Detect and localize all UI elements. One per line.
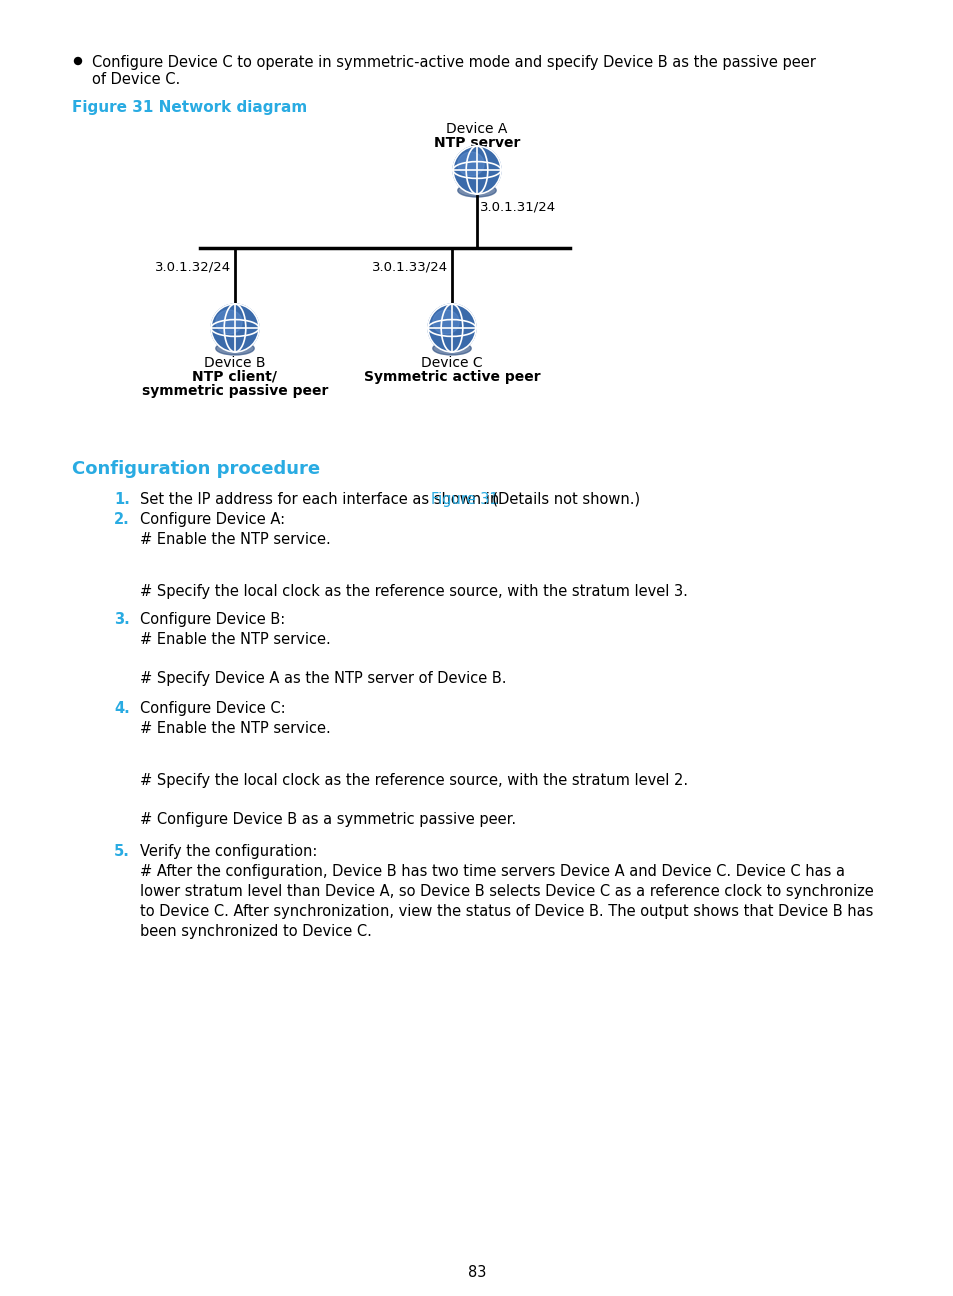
Text: # Specify the local clock as the reference source, with the stratum level 3.: # Specify the local clock as the referen… (140, 584, 687, 599)
Text: Configure Device C:: Configure Device C: (140, 701, 285, 715)
Text: Device A: Device A (446, 122, 507, 136)
Text: # Specify Device A as the NTP server of Device B.: # Specify Device A as the NTP server of … (140, 671, 506, 686)
Text: Set the IP address for each interface as shown in: Set the IP address for each interface as… (140, 492, 503, 507)
Text: 3.0.1.33/24: 3.0.1.33/24 (372, 260, 448, 273)
Text: lower stratum level than Device A, so Device B selects Device C as a reference c: lower stratum level than Device A, so De… (140, 884, 873, 899)
Text: # Enable the NTP service.: # Enable the NTP service. (140, 632, 331, 647)
Ellipse shape (215, 342, 253, 355)
Text: Configuration procedure: Configuration procedure (71, 460, 320, 478)
Text: 3.0.1.31/24: 3.0.1.31/24 (479, 201, 556, 214)
Text: # Specify the local clock as the reference source, with the stratum level 2.: # Specify the local clock as the referen… (140, 772, 687, 788)
Text: 4.: 4. (114, 701, 130, 715)
Circle shape (428, 305, 476, 353)
Text: # Enable the NTP service.: # Enable the NTP service. (140, 531, 331, 547)
Text: 3.0.1.32/24: 3.0.1.32/24 (154, 260, 231, 273)
Text: 2.: 2. (114, 512, 130, 527)
Text: 83: 83 (467, 1265, 486, 1280)
Text: to Device C. After synchronization, view the status of Device B. The output show: to Device C. After synchronization, view… (140, 905, 872, 919)
Ellipse shape (433, 342, 471, 355)
Text: NTP server: NTP server (434, 136, 519, 150)
Circle shape (453, 146, 500, 194)
Text: Symmetric active peer: Symmetric active peer (363, 369, 539, 384)
Text: # Configure Device B as a symmetric passive peer.: # Configure Device B as a symmetric pass… (140, 813, 516, 827)
Text: . (Details not shown.): . (Details not shown.) (483, 492, 639, 507)
Text: Configure Device A:: Configure Device A: (140, 512, 285, 527)
Text: # Enable the NTP service.: # Enable the NTP service. (140, 721, 331, 736)
Ellipse shape (215, 310, 242, 334)
Text: Configure Device B:: Configure Device B: (140, 612, 285, 627)
Text: 3.: 3. (114, 612, 130, 627)
Text: of Device C.: of Device C. (91, 73, 180, 87)
Ellipse shape (457, 184, 496, 197)
Text: Configure Device C to operate in symmetric-active mode and specify Device B as t: Configure Device C to operate in symmetr… (91, 54, 815, 70)
Text: 5.: 5. (114, 844, 130, 859)
Text: Figure 31 Network diagram: Figure 31 Network diagram (71, 100, 307, 115)
Text: NTP client/: NTP client/ (193, 369, 277, 384)
Ellipse shape (433, 310, 458, 334)
Text: Device C: Device C (420, 356, 482, 369)
Circle shape (74, 57, 81, 65)
Text: symmetric passive peer: symmetric passive peer (142, 384, 328, 398)
Ellipse shape (457, 152, 484, 176)
Text: been synchronized to Device C.: been synchronized to Device C. (140, 924, 372, 940)
Text: # After the configuration, Device B has two time servers Device A and Device C. : # After the configuration, Device B has … (140, 864, 844, 879)
Text: Verify the configuration:: Verify the configuration: (140, 844, 317, 859)
Text: Device B: Device B (204, 356, 266, 369)
Text: Figure 31: Figure 31 (431, 492, 498, 507)
Circle shape (211, 305, 258, 353)
Text: 1.: 1. (114, 492, 130, 507)
